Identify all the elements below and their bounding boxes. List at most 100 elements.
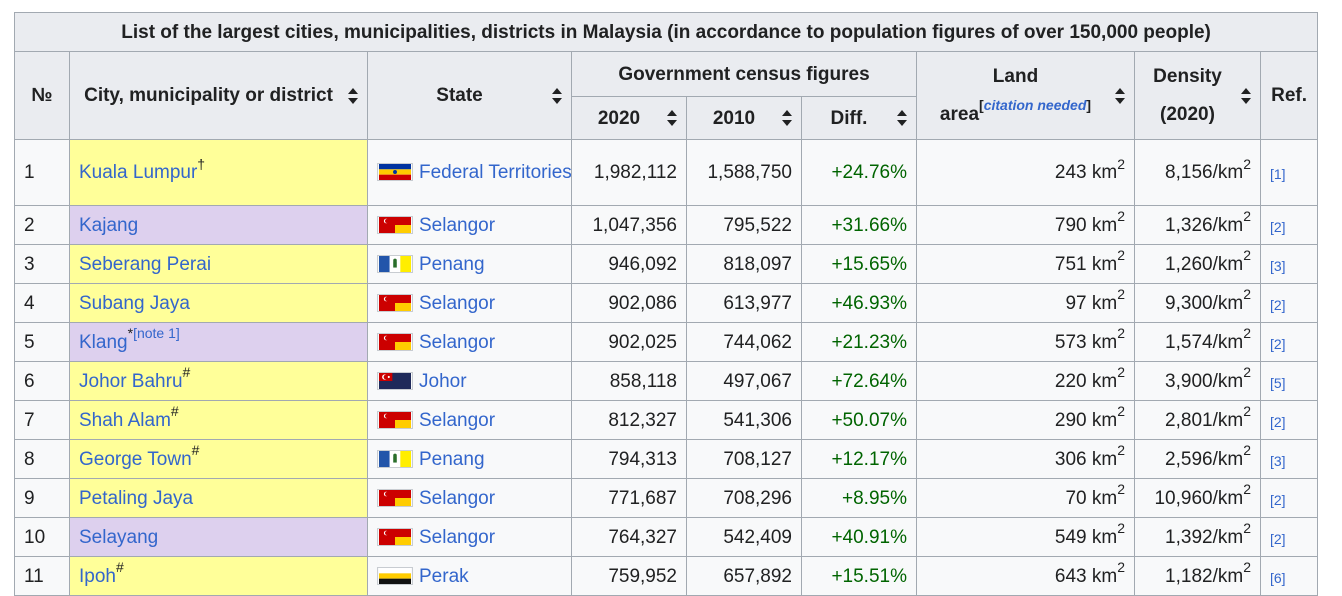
city-link[interactable]: Subang Jaya <box>79 292 190 314</box>
area-unit: km <box>1091 409 1118 431</box>
row-number: 10 <box>14 517 70 557</box>
city-link[interactable]: Shah Alam <box>79 409 171 431</box>
city-cell: Ipoh# <box>69 556 368 596</box>
area-unit: km <box>1091 162 1118 183</box>
sort-icon[interactable] <box>667 110 677 126</box>
state-link[interactable]: Perak <box>419 565 469 587</box>
pop-2020-cell: 764,327 <box>571 517 687 557</box>
ref-link[interactable]: [5] <box>1270 374 1286 391</box>
header-state[interactable]: State <box>367 51 572 140</box>
ref-link[interactable]: [2] <box>1270 530 1286 547</box>
state-link[interactable]: Selangor <box>419 331 496 353</box>
city-mark: # <box>170 403 179 420</box>
pop-2010-cell: 708,296 <box>686 478 802 518</box>
ref-link[interactable]: [2] <box>1270 335 1286 352</box>
header-density-label: Density <box>1153 65 1222 87</box>
city-link[interactable]: Kuala Lumpur <box>79 162 198 183</box>
table-row: 10 Selayang Selangor 764,327 542,409 +40… <box>14 517 1319 557</box>
row-number: 8 <box>14 439 70 479</box>
city-link[interactable]: George Town <box>79 448 192 470</box>
note-link[interactable]: [note 1] <box>133 325 180 342</box>
city-mark: * <box>127 325 134 342</box>
header-density[interactable]: Density (2020) <box>1134 51 1261 140</box>
state-link[interactable]: Selangor <box>419 214 496 236</box>
ref-link[interactable]: [6] <box>1270 569 1286 586</box>
density-unit: /km <box>1212 487 1244 509</box>
state-link[interactable]: Federal Territories <box>419 162 572 183</box>
city-link[interactable]: Johor Bahru <box>79 370 183 392</box>
density-cell: 1,392/km2 <box>1134 517 1261 557</box>
city-cell: Kajang <box>69 205 368 245</box>
sort-icon[interactable] <box>1115 87 1125 104</box>
header-diff[interactable]: Diff. <box>801 96 917 140</box>
header-land-area[interactable]: Land area[citation needed] <box>916 51 1135 140</box>
header-2010-label: 2010 <box>712 107 756 129</box>
ref-link[interactable]: [2] <box>1270 218 1286 235</box>
state-link[interactable]: Penang <box>419 448 485 470</box>
city-link[interactable]: Ipoh <box>79 565 116 587</box>
pop-2020-cell: 858,118 <box>571 361 687 401</box>
ref-link[interactable]: [2] <box>1270 413 1286 430</box>
city-link[interactable]: Klang <box>79 331 128 353</box>
pop-2010-cell: 1,588,750 <box>686 139 802 206</box>
superscript-2: 2 <box>1243 520 1251 537</box>
penang-flag-icon <box>377 254 413 273</box>
table-body: 1 Kuala Lumpur† Federal Territories 1,98… <box>14 139 1319 596</box>
ref-link[interactable]: [2] <box>1270 491 1286 508</box>
city-link[interactable]: Seberang Perai <box>79 253 212 275</box>
superscript-2: 2 <box>1243 247 1251 264</box>
table-row: 2 Kajang Selangor 1,047,356 795,522 +31.… <box>14 205 1319 245</box>
area-value: 220 <box>1054 370 1087 392</box>
header-city[interactable]: City, municipality or district <box>69 51 368 140</box>
pop-2010-cell: 613,977 <box>686 283 802 323</box>
ref-link[interactable]: [3] <box>1270 257 1286 274</box>
city-link[interactable]: Petaling Jaya <box>79 487 194 509</box>
state-link[interactable]: Selangor <box>419 409 496 431</box>
perak-flag-icon <box>377 566 413 585</box>
state-link[interactable]: Selangor <box>419 292 496 314</box>
table-row: 9 Petaling Jaya Selangor 771,687 708,296… <box>14 478 1319 518</box>
ref-cell: [2] <box>1259 478 1319 518</box>
ref-link[interactable]: [2] <box>1270 296 1286 313</box>
state-link[interactable]: Johor <box>419 370 467 392</box>
ref-link[interactable]: [1] <box>1270 166 1286 182</box>
sort-icon[interactable] <box>897 110 907 126</box>
state-cell: Johor <box>367 361 572 401</box>
johor-flag-icon <box>377 371 413 390</box>
land-area-cell: 643 km2 <box>916 556 1135 596</box>
ref-link[interactable]: [3] <box>1270 452 1286 469</box>
header-2010[interactable]: 2010 <box>686 96 802 140</box>
land-area-cell: 243 km2 <box>916 139 1135 206</box>
density-cell: 8,156/km2 <box>1134 139 1261 206</box>
land-area-cell: 751 km2 <box>916 244 1135 284</box>
land-area-cell: 573 km2 <box>916 322 1135 362</box>
citation-needed-link[interactable]: citation needed <box>983 97 1087 114</box>
land-area-cell: 220 km2 <box>916 361 1135 401</box>
sort-icon[interactable] <box>552 87 562 104</box>
sort-icon[interactable] <box>782 110 792 126</box>
density-cell: 1,574/km2 <box>1134 322 1261 362</box>
superscript-2: 2 <box>1243 155 1251 172</box>
state-link[interactable]: Penang <box>419 253 485 275</box>
density-unit: /km <box>1212 370 1244 392</box>
pop-2020-cell: 946,092 <box>571 244 687 284</box>
sort-icon[interactable] <box>1241 87 1251 104</box>
density-unit: /km <box>1212 448 1244 470</box>
sort-icon[interactable] <box>348 87 358 104</box>
city-link[interactable]: Selayang <box>79 526 159 548</box>
density-cell: 3,900/km2 <box>1134 361 1261 401</box>
pop-2010-cell: 497,067 <box>686 361 802 401</box>
pop-2020-cell: 794,313 <box>571 439 687 479</box>
row-number: 9 <box>14 478 70 518</box>
density-cell: 1,326/km2 <box>1134 205 1261 245</box>
city-link[interactable]: Kajang <box>79 214 139 236</box>
header-2020[interactable]: 2020 <box>571 96 687 140</box>
city-cell: Selayang <box>69 517 368 557</box>
superscript-2: 2 <box>1243 286 1251 303</box>
density-cell: 1,182/km2 <box>1134 556 1261 596</box>
state-link[interactable]: Selangor <box>419 487 496 509</box>
header-ref: Ref. <box>1259 51 1319 140</box>
city-cell: George Town# <box>69 439 368 479</box>
state-link[interactable]: Selangor <box>419 526 496 548</box>
area-unit: km <box>1091 565 1118 587</box>
